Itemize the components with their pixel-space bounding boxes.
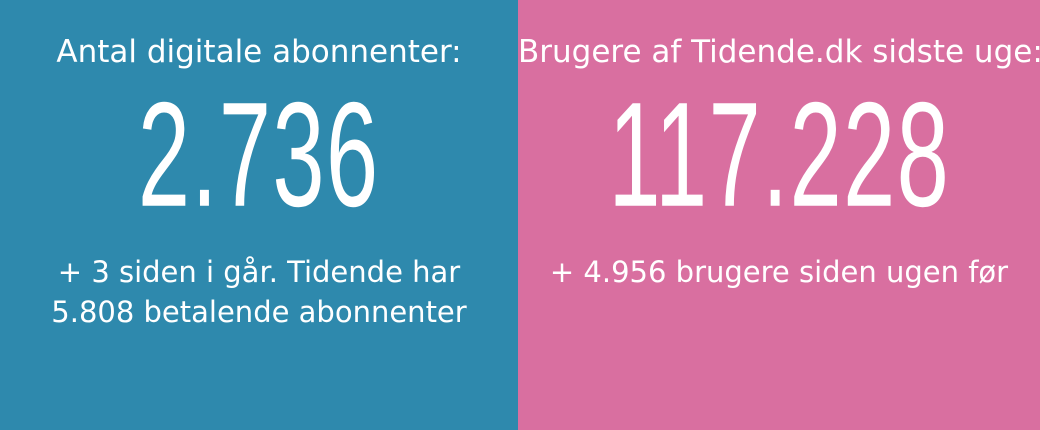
digital-subscribers-panel: Antal digitale abonnenter: 2.736 + 3 sid…: [0, 0, 518, 430]
digital-subscribers-note-line2: 5.808 betalende abonnenter: [51, 295, 467, 329]
digital-subscribers-title: Antal digitale abonnenter:: [56, 34, 462, 70]
weekly-users-count: 117.228: [518, 70, 1040, 240]
digital-subscribers-count: 2.736: [0, 70, 518, 240]
weekly-users-note: + 4.956 brugere siden ugen før: [518, 252, 1040, 292]
weekly-users-count-text: 117.228: [608, 71, 950, 239]
digital-subscribers-note: + 3 siden i går. Tidende har 5.808 betal…: [0, 252, 518, 332]
weekly-users-panel: Brugere af Tidende.dk sidste uge: 117.22…: [518, 0, 1040, 430]
digital-subscribers-note-line1: + 3 siden i går. Tidende har: [57, 255, 461, 289]
digital-subscribers-count-text: 2.736: [138, 71, 380, 239]
weekly-users-title: Brugere af Tidende.dk sidste uge:: [518, 34, 1040, 70]
weekly-users-note-line1: + 4.956 brugere siden ugen før: [549, 255, 1009, 289]
